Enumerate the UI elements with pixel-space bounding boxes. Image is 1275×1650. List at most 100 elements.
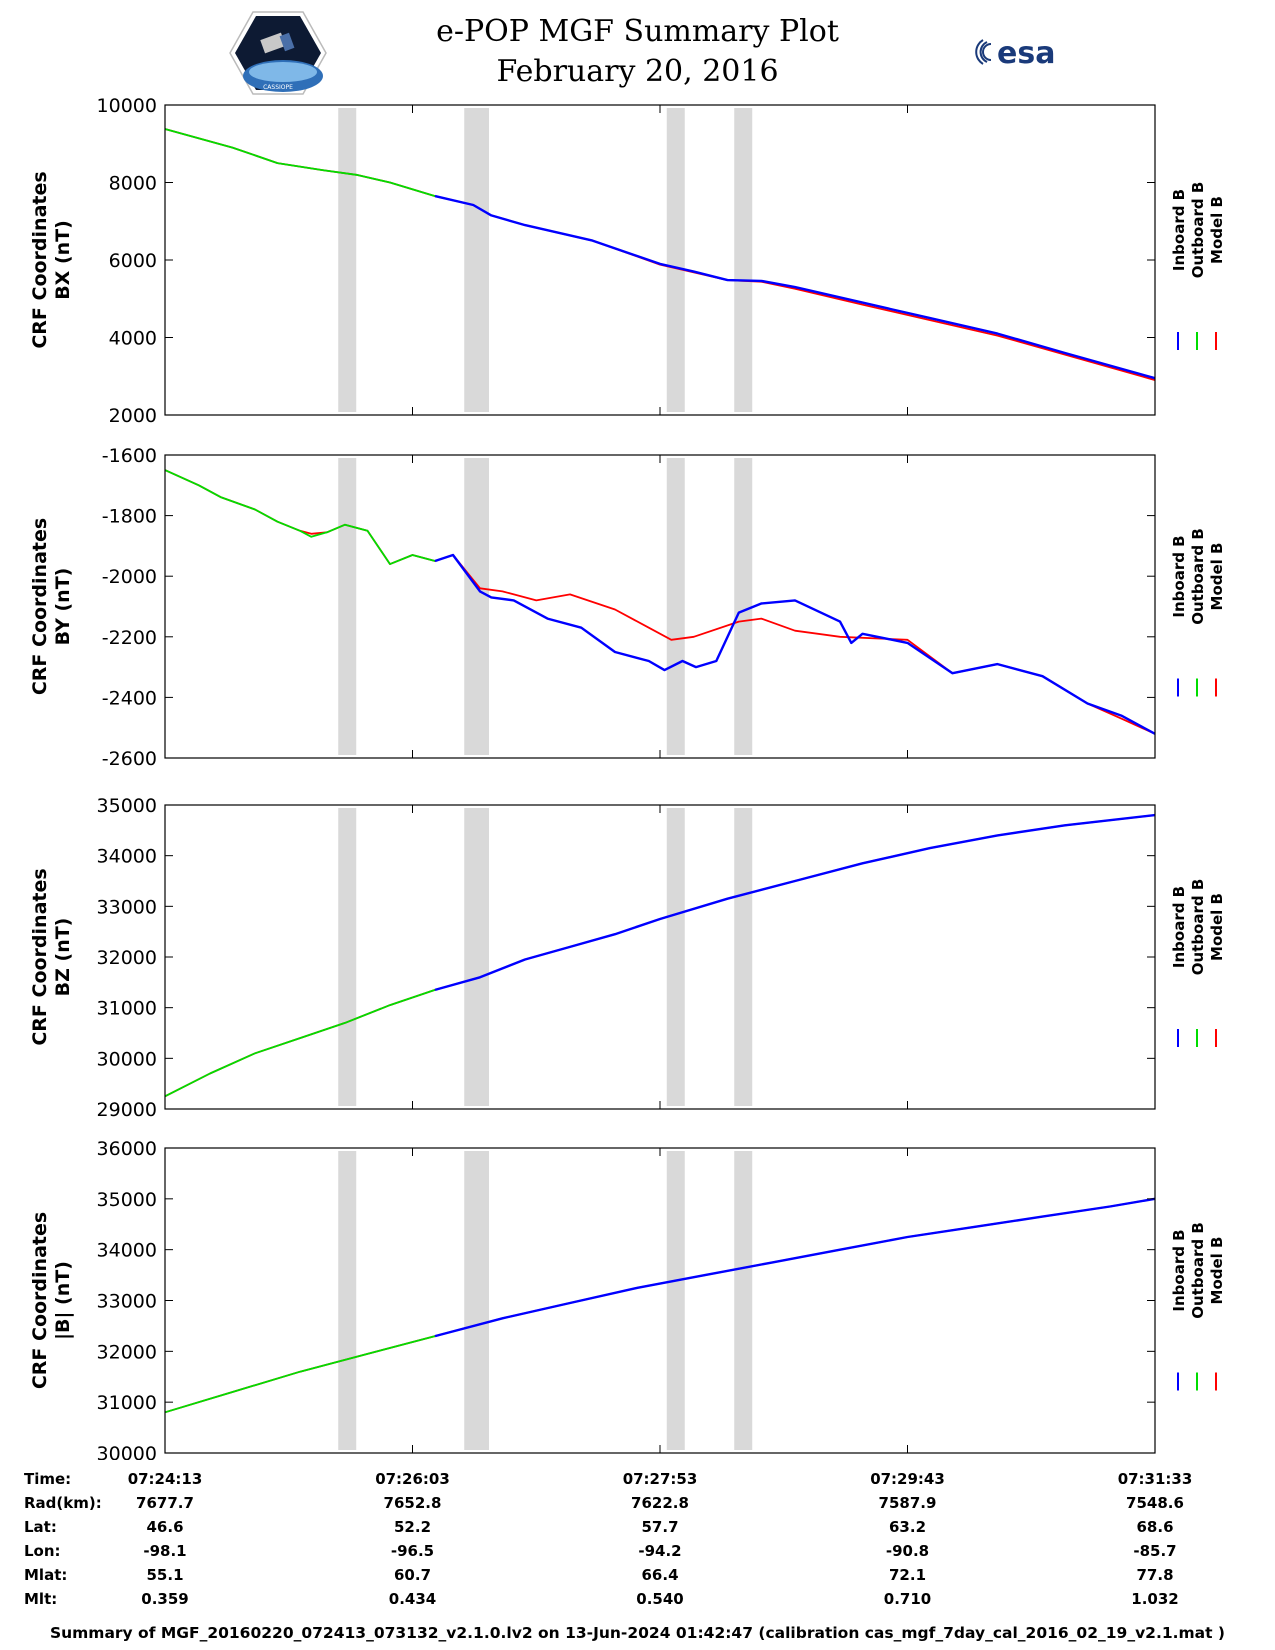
ephemeris-value: 52.2 xyxy=(393,1518,432,1536)
panel-bmag: 36000 35000 34000 33000 32000 31000 30000 CRF C… xyxy=(29,1138,1226,1460)
ephemeris-value: -94.2 xyxy=(638,1542,682,1560)
legend-label: Inboard B xyxy=(1170,886,1188,968)
ephemeris-value: 7622.8 xyxy=(631,1494,689,1512)
series-outboard-b xyxy=(164,469,436,565)
series-inboard-b xyxy=(434,1197,1156,1338)
legend-label: Outboard B xyxy=(1189,879,1207,976)
esa-logo-text: esa xyxy=(997,36,1055,71)
series-outboard-b xyxy=(164,1335,436,1414)
ephemeris-table: Time: Rad(km): Lat: Lon: Mlat: Mlt: 07:24:13 76… xyxy=(0,1465,1275,1615)
data-gap-shade xyxy=(464,458,489,755)
series-outboard-b xyxy=(164,128,436,197)
y-tick-label: 32000 xyxy=(97,947,157,969)
legend-label: Inboard B xyxy=(1170,189,1188,271)
ephemeris-value: 7587.9 xyxy=(878,1494,937,1512)
y-tick-label: 32000 xyxy=(97,1341,157,1363)
ephemeris-row-label: Lat: xyxy=(24,1518,57,1536)
ephemeris-value: 7677.7 xyxy=(136,1494,194,1512)
legend-label: Outboard B xyxy=(1189,182,1207,279)
series-model-b xyxy=(164,469,1156,735)
y-axis-label: CRF CoordinatesBX (nT) xyxy=(29,171,74,348)
y-tick-label: 33000 xyxy=(97,896,157,918)
y-tick-label: 35000 xyxy=(97,1189,157,1211)
esa-logo: esa xyxy=(975,36,1055,71)
ephemeris-value: 0.434 xyxy=(388,1590,437,1608)
legend-label: Model B xyxy=(1208,893,1226,961)
x-tick-label: 07:26:03 xyxy=(375,1470,450,1488)
series-model-b xyxy=(164,1197,1156,1414)
series-inboard-b xyxy=(434,553,1156,735)
legend: Inboard B Outboard B Model B xyxy=(1170,879,1226,1047)
ephemeris-value: 7548.6 xyxy=(1126,1494,1184,1512)
panel-bx: 10000 8000 6000 4000 2000 CRF CoordinatesBX (… xyxy=(29,95,1226,427)
ephemeris-value: 72.1 xyxy=(888,1566,927,1584)
data-gap-shade xyxy=(338,458,357,755)
data-gap-shade xyxy=(666,1151,685,1450)
ephemeris-row-label: Rad(km): xyxy=(24,1494,102,1512)
panel-by: -1600 -1800 -2000 -2200 -2400 -2600 CRF Coordi… xyxy=(29,445,1226,770)
ephemeris-value: 0.710 xyxy=(883,1590,932,1608)
cassiope-mission-logo: CASSIOPE xyxy=(229,11,327,95)
ephemeris-row-label: Lon: xyxy=(24,1542,61,1560)
legend-label: Inboard B xyxy=(1170,1229,1188,1311)
legend-label: Inboard B xyxy=(1170,535,1188,617)
legend: Inboard B Outboard B Model B xyxy=(1170,528,1226,697)
data-gap-shade xyxy=(464,1151,489,1450)
plot-title: e-POP MGF Summary Plot xyxy=(436,14,839,49)
y-tick-label: 30000 xyxy=(97,1048,157,1070)
ephemeris-value: -85.7 xyxy=(1133,1542,1177,1560)
ephemeris-value: 0.359 xyxy=(141,1590,189,1608)
y-tick-label: -2400 xyxy=(102,687,157,709)
legend-label: Model B xyxy=(1208,543,1226,611)
panel-bz: 35000 34000 33000 32000 31000 30000 29000 CRF C… xyxy=(29,795,1226,1121)
y-tick-label: 34000 xyxy=(97,846,157,868)
y-axis-label: CRF CoordinatesBY (nT) xyxy=(29,518,74,695)
data-gap-shade xyxy=(464,108,489,412)
series-outboard-b xyxy=(164,989,436,1098)
y-tick-label: 10000 xyxy=(97,95,157,117)
ephemeris-value: 66.4 xyxy=(641,1566,679,1584)
plot-frame xyxy=(164,454,1156,759)
data-gap-shade xyxy=(666,808,685,1106)
ephemeris-value: -96.5 xyxy=(390,1542,435,1560)
y-tick-label: 2000 xyxy=(109,405,157,427)
series-model-b xyxy=(164,128,1156,381)
ephemeris-value: 63.2 xyxy=(888,1518,927,1536)
ephemeris-value: 60.7 xyxy=(393,1566,432,1584)
data-gap-shade xyxy=(338,108,357,412)
legend-label: Outboard B xyxy=(1189,1222,1207,1319)
y-tick-label: -1600 xyxy=(102,445,157,467)
y-tick-label: -2600 xyxy=(102,748,157,770)
data-gap-shade xyxy=(338,808,357,1106)
y-tick-label: 31000 xyxy=(97,1392,157,1414)
ephemeris-value: 57.7 xyxy=(641,1518,679,1536)
data-gap-shade xyxy=(734,1151,753,1450)
ephemeris-row-label: Mlt: xyxy=(24,1590,58,1608)
y-tick-label: 34000 xyxy=(97,1240,157,1262)
y-tick-label: 31000 xyxy=(97,998,157,1020)
y-tick-label: 30000 xyxy=(97,1443,157,1460)
legend-label: Model B xyxy=(1208,1237,1226,1305)
y-tick-label: -2000 xyxy=(102,566,157,588)
plot-date: February 20, 2016 xyxy=(496,54,779,89)
legend: Inboard B Outboard B Model B xyxy=(1170,1222,1226,1391)
plot-frame xyxy=(164,1147,1156,1454)
plot-frame xyxy=(164,104,1156,416)
y-tick-label: -1800 xyxy=(102,506,157,528)
ephemeris-value: 77.8 xyxy=(1136,1566,1174,1584)
data-gap-shade xyxy=(734,458,753,755)
plot-frame xyxy=(164,804,1156,1110)
data-gap-shade xyxy=(734,108,753,412)
y-tick-label: 33000 xyxy=(97,1291,157,1313)
ephemeris-value: -90.8 xyxy=(885,1542,930,1560)
series-inboard-b xyxy=(434,813,1156,992)
footer-caption: Summary of MGF_20160220_072413_073132_v2… xyxy=(49,1624,1226,1642)
x-tick-label: 07:24:13 xyxy=(127,1470,203,1488)
y-tick-label: -2200 xyxy=(102,627,157,649)
y-tick-label: 35000 xyxy=(97,795,157,817)
ephemeris-value: -98.1 xyxy=(143,1542,187,1560)
data-gap-shade xyxy=(666,458,685,755)
y-tick-label: 29000 xyxy=(97,1099,157,1121)
legend: Inboard B Outboard B Model B xyxy=(1170,182,1226,350)
y-tick-label: 4000 xyxy=(109,328,157,350)
